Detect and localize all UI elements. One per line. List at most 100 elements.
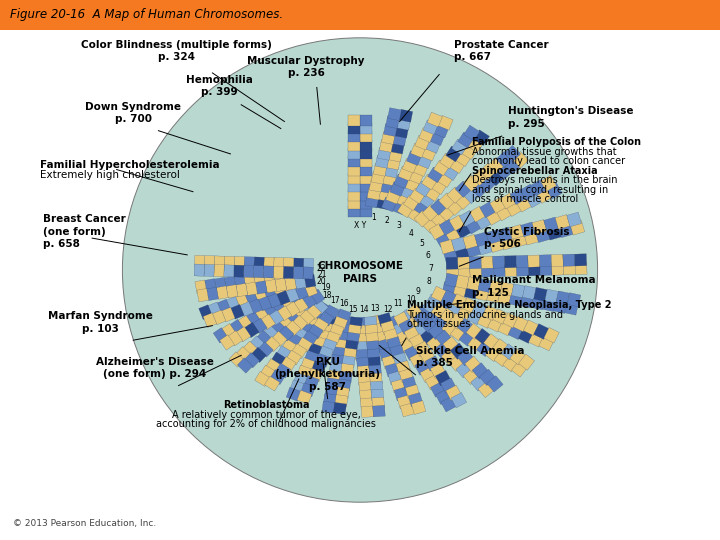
Polygon shape xyxy=(195,280,207,293)
Polygon shape xyxy=(356,349,369,361)
Polygon shape xyxy=(441,290,456,306)
Polygon shape xyxy=(325,331,341,345)
Text: 16: 16 xyxy=(339,299,348,308)
Polygon shape xyxy=(478,381,495,397)
Polygon shape xyxy=(256,281,267,294)
Polygon shape xyxy=(297,390,312,404)
Polygon shape xyxy=(304,274,316,288)
Polygon shape xyxy=(570,220,585,235)
Text: Destroys neurons in the brain: Destroys neurons in the brain xyxy=(472,175,617,185)
Polygon shape xyxy=(421,174,438,190)
Polygon shape xyxy=(417,154,432,168)
Polygon shape xyxy=(415,305,431,321)
Text: 15: 15 xyxy=(348,305,357,314)
Polygon shape xyxy=(442,281,456,295)
Polygon shape xyxy=(482,265,493,277)
Polygon shape xyxy=(313,318,328,333)
Polygon shape xyxy=(500,193,516,209)
Polygon shape xyxy=(377,147,391,160)
Polygon shape xyxy=(492,309,508,325)
Polygon shape xyxy=(404,326,420,342)
Polygon shape xyxy=(359,382,372,393)
Text: 21: 21 xyxy=(318,271,327,280)
Polygon shape xyxy=(274,266,284,278)
Polygon shape xyxy=(354,325,366,337)
Polygon shape xyxy=(405,316,421,332)
Polygon shape xyxy=(500,235,516,250)
Polygon shape xyxy=(254,307,269,322)
Polygon shape xyxy=(400,185,415,200)
Polygon shape xyxy=(258,296,271,311)
Polygon shape xyxy=(410,353,426,368)
Polygon shape xyxy=(390,181,405,197)
Text: Figure 20-16  A Map of Human Chromosomes.: Figure 20-16 A Map of Human Chromosomes. xyxy=(10,8,283,22)
Polygon shape xyxy=(313,299,328,314)
Polygon shape xyxy=(446,301,462,317)
Polygon shape xyxy=(428,323,444,340)
Polygon shape xyxy=(291,303,307,319)
Polygon shape xyxy=(262,303,277,318)
Polygon shape xyxy=(318,321,333,335)
Polygon shape xyxy=(382,197,397,212)
Polygon shape xyxy=(276,346,292,361)
Polygon shape xyxy=(503,356,518,372)
Polygon shape xyxy=(333,339,347,351)
Polygon shape xyxy=(332,347,346,359)
Polygon shape xyxy=(415,136,430,150)
Polygon shape xyxy=(311,335,326,349)
Polygon shape xyxy=(405,177,420,192)
Text: PKU
(phenylketonuria)
p. 587: PKU (phenylketonuria) p. 587 xyxy=(274,357,381,392)
Polygon shape xyxy=(465,356,481,373)
Bar xyxy=(0,0,720,30)
Polygon shape xyxy=(250,336,265,351)
Polygon shape xyxy=(234,256,244,268)
Polygon shape xyxy=(366,333,379,344)
Polygon shape xyxy=(194,264,204,276)
Polygon shape xyxy=(575,254,587,266)
Polygon shape xyxy=(521,222,536,237)
Polygon shape xyxy=(431,286,446,302)
Polygon shape xyxy=(472,301,487,317)
Polygon shape xyxy=(449,355,465,372)
Polygon shape xyxy=(215,256,225,268)
Polygon shape xyxy=(263,285,276,300)
Polygon shape xyxy=(336,323,350,335)
Polygon shape xyxy=(466,323,482,340)
Polygon shape xyxy=(544,327,559,343)
Polygon shape xyxy=(509,225,524,239)
Polygon shape xyxy=(397,202,413,218)
Polygon shape xyxy=(520,294,534,308)
Polygon shape xyxy=(339,371,352,383)
Polygon shape xyxy=(446,199,463,215)
Polygon shape xyxy=(308,368,323,382)
Polygon shape xyxy=(234,265,244,277)
Polygon shape xyxy=(535,228,550,242)
Polygon shape xyxy=(204,264,215,276)
Polygon shape xyxy=(436,370,451,386)
Polygon shape xyxy=(516,196,532,212)
Polygon shape xyxy=(354,333,367,345)
Text: Familial Polyposis of the Colon: Familial Polyposis of the Colon xyxy=(472,137,641,147)
Polygon shape xyxy=(455,151,472,166)
Polygon shape xyxy=(534,287,547,301)
Polygon shape xyxy=(251,347,266,362)
Polygon shape xyxy=(434,342,451,359)
Polygon shape xyxy=(528,264,540,276)
Polygon shape xyxy=(409,170,424,184)
Polygon shape xyxy=(469,206,485,222)
Polygon shape xyxy=(420,348,436,364)
Polygon shape xyxy=(265,336,280,352)
Polygon shape xyxy=(238,358,253,373)
Polygon shape xyxy=(194,255,204,268)
Polygon shape xyxy=(336,387,349,399)
Polygon shape xyxy=(408,393,423,407)
Polygon shape xyxy=(413,200,429,215)
Polygon shape xyxy=(449,215,465,231)
Polygon shape xyxy=(264,266,274,278)
Polygon shape xyxy=(498,227,513,242)
Polygon shape xyxy=(446,146,462,162)
Polygon shape xyxy=(284,277,297,291)
Polygon shape xyxy=(544,217,559,232)
Polygon shape xyxy=(341,363,354,375)
Polygon shape xyxy=(264,257,274,269)
